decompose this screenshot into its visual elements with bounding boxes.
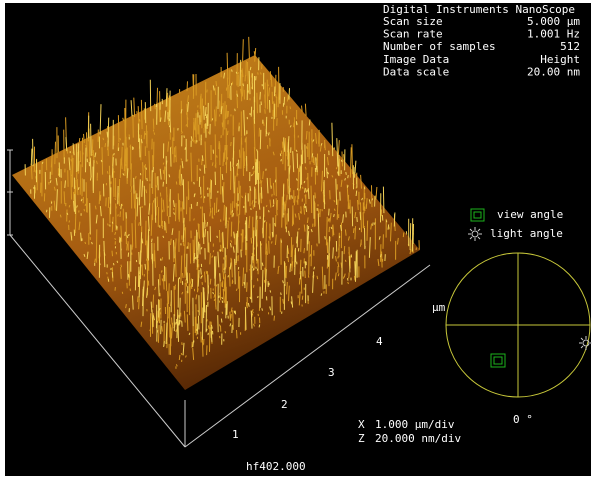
screenshot: Digital Instruments NanoScope Scan size5… [0,0,596,479]
header-value: 1.001 Hz [527,28,580,41]
light-angle-label: light angle [490,227,563,240]
axis-tick-label: 3 [328,366,335,379]
axis-tick-label: 4 [376,335,383,348]
x-scale-value: 1.000 µm/div [375,418,455,431]
header-value: 512 [560,40,580,53]
header-label: Image Data [383,53,449,66]
view-angle-label: view angle [497,208,563,221]
header-label: Number of samples [383,40,496,53]
axis-tick-label: 1 [232,428,239,441]
angle-value: 0 ° [513,413,533,426]
header-label: Data scale [383,65,449,78]
header-label: Scan rate [383,28,443,41]
x-scale-axis: X [358,418,365,431]
z-scale-value: 20.000 nm/div [375,432,461,445]
header-value: 20.00 nm [527,65,580,78]
axis-tick-label: 2 [281,398,288,411]
header-label: Scan size [383,15,443,28]
header-value: Height [540,53,580,66]
filename: hf402.000 [246,460,306,473]
header-value: 5.000 µm [527,15,580,28]
z-scale-axis: Z [358,432,365,445]
axis-unit: µm [432,301,446,314]
